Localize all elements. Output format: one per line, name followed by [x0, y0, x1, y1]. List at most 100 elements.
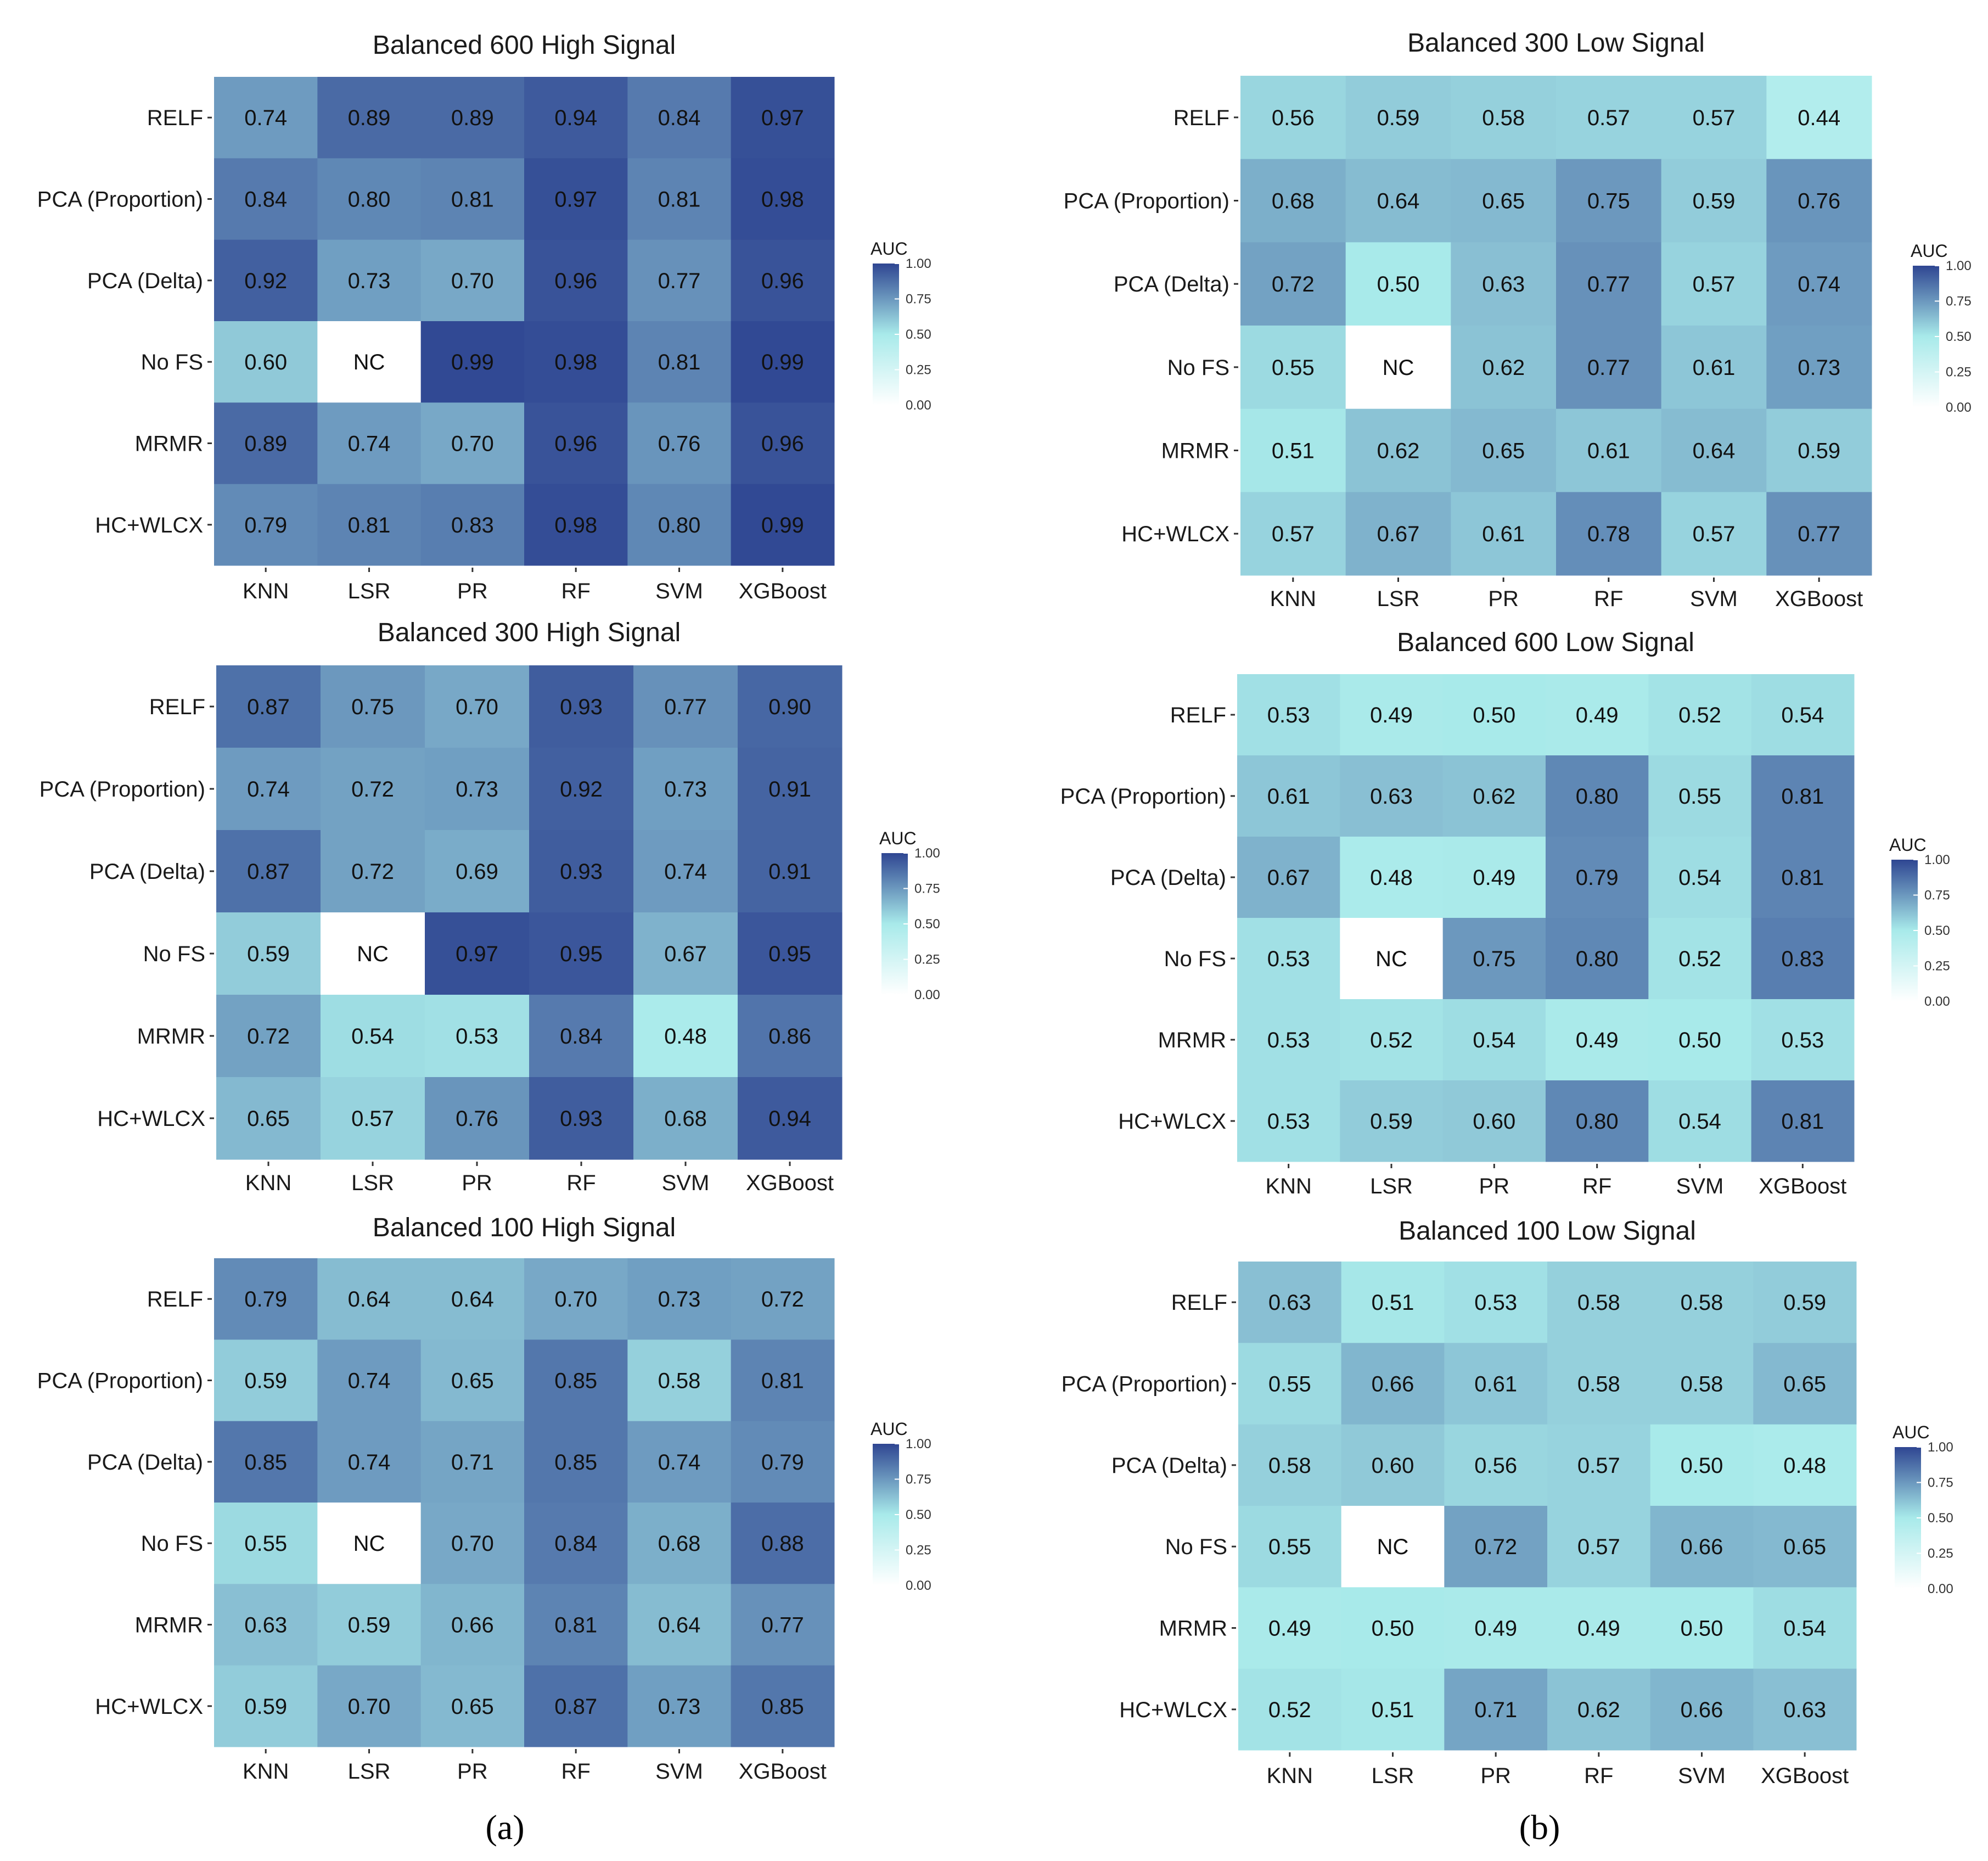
x-tick-label: SVM [655, 579, 703, 603]
cell-label: 0.52 [1678, 703, 1721, 727]
y-tick-label: PCA (Proportion) [1062, 1372, 1227, 1397]
cell-label: 0.73 [1798, 356, 1840, 380]
x-tick-label: LSR [1370, 1174, 1413, 1198]
heatmap-cell [214, 321, 318, 403]
cell-label: 0.59 [1798, 439, 1840, 463]
heatmap-cell [627, 1665, 732, 1747]
cell-label: 0.81 [658, 350, 701, 374]
cell-label: 0.54 [1678, 1109, 1721, 1134]
cell-label: 0.63 [1268, 1291, 1311, 1315]
cell-label: 0.70 [456, 695, 498, 719]
heatmap-cell [731, 239, 835, 322]
panel-label-b: (b) [1519, 1808, 1560, 1847]
heatmap-cell [1341, 1343, 1445, 1425]
heatmap-cell [524, 1584, 628, 1666]
y-tick-label: No FS [143, 942, 205, 966]
cell-label: 0.98 [761, 188, 804, 212]
heatmap-cell [529, 995, 634, 1078]
heatmap-cell [317, 158, 422, 240]
cell-label: 0.55 [1268, 1535, 1311, 1559]
y-tick-label: RELF [1173, 106, 1229, 130]
cell-label: 0.53 [1781, 1028, 1824, 1052]
x-tick-label: XGBoost [739, 579, 827, 603]
heatmap-cell [216, 748, 321, 831]
cell-label: 0.74 [247, 777, 290, 801]
cell-label: 0.81 [451, 188, 494, 212]
cell-label: 0.69 [456, 860, 498, 884]
heatmap-cell [1751, 755, 1855, 837]
cell-label: 0.55 [1268, 1372, 1311, 1397]
heatmap-cell [1238, 1424, 1342, 1506]
heatmap-cell [1751, 918, 1855, 1000]
x-tick-label: XGBoost [746, 1171, 834, 1195]
heatmap-cell [524, 77, 628, 159]
heatmap-cell [1341, 1262, 1445, 1343]
cell-label: 0.75 [1473, 947, 1515, 971]
cell-label: 0.70 [348, 1695, 391, 1719]
cell-label: 0.84 [554, 1532, 597, 1556]
heatmap-cell [1237, 674, 1340, 756]
legend-title: AUC [1911, 241, 1948, 261]
heatmap-cell [1442, 837, 1546, 918]
cell-label: 0.87 [247, 695, 290, 719]
cell-label: 0.52 [1370, 1028, 1413, 1052]
heatmap-cell [1451, 242, 1557, 326]
x-tick-label: LSR [1372, 1764, 1414, 1788]
cell-label: 0.94 [768, 1107, 811, 1131]
heatmap-cell [317, 1339, 422, 1422]
cell-label: 0.97 [554, 188, 597, 212]
heatmap-cell [1751, 999, 1855, 1081]
heatmap-balanced-100-high-signal: Balanced 100 High Signal 0.79 0.64 0.64 0.70… [37, 1213, 931, 1784]
heatmap-cell [214, 239, 318, 322]
heatmap-cell [214, 1665, 318, 1747]
legend-tick-label: 0.25 [914, 952, 940, 967]
legend-tick-label: 0.50 [914, 917, 940, 932]
cell-label: 0.50 [1681, 1617, 1723, 1641]
y-tick-label: MRMR [1158, 1028, 1226, 1052]
cell-label: 0.70 [451, 269, 494, 293]
cell-label: 0.50 [1377, 272, 1420, 296]
cell-label: 0.77 [658, 269, 701, 293]
heatmap-cell [321, 912, 425, 995]
y-tick-label: RELF [147, 106, 203, 130]
heatmap-cell [1650, 1262, 1754, 1343]
heatmap-cell [1444, 1262, 1548, 1343]
heatmap-cell [1753, 1262, 1857, 1343]
heatmap-cell [214, 484, 318, 566]
heatmap-cell [1650, 1506, 1754, 1588]
cell-label: 0.76 [456, 1107, 498, 1131]
heatmap-cell [425, 830, 530, 913]
cell-label: 0.65 [1482, 439, 1525, 463]
heatmap-cell [1442, 999, 1546, 1081]
cell-label: 0.56 [1474, 1454, 1517, 1478]
y-tick-label: PCA (Delta) [1114, 272, 1229, 296]
heatmap-cell [1753, 1587, 1857, 1669]
legend-tick-label: 0.00 [1946, 400, 1972, 415]
y-tick-label: MRMR [137, 1024, 205, 1049]
legend-tick-label: 0.75 [1928, 1476, 1953, 1490]
x-tick-label: RF [566, 1171, 596, 1195]
heatmap-cell [1442, 1080, 1546, 1162]
heatmap-cell [1547, 1668, 1651, 1751]
x-tick-label: PR [1488, 587, 1519, 611]
heatmap-cell [529, 912, 634, 995]
x-tick-label: KNN [1270, 587, 1316, 611]
cell-label: 0.77 [1587, 272, 1630, 296]
cell-label: 0.79 [1576, 866, 1619, 890]
x-tick-label: SVM [655, 1759, 703, 1784]
heatmap-cell [1766, 159, 1872, 243]
cell-label: 0.88 [761, 1532, 804, 1556]
cell-label: NC [357, 942, 389, 966]
cell-label: 0.72 [351, 860, 394, 884]
cell-label: NC [1383, 356, 1414, 380]
heatmap-cell [1753, 1343, 1857, 1425]
y-tick-label: HC+WLCX [1118, 1109, 1226, 1134]
cell-label: 0.89 [244, 432, 287, 456]
heatmap-cell [317, 1258, 422, 1340]
legend-tick-label: 0.25 [1924, 959, 1950, 974]
heatmap-cell [529, 665, 634, 748]
cell-label: 0.57 [1577, 1535, 1620, 1559]
cell-label: 0.58 [1577, 1291, 1620, 1315]
cell-label: 0.63 [1370, 784, 1413, 809]
